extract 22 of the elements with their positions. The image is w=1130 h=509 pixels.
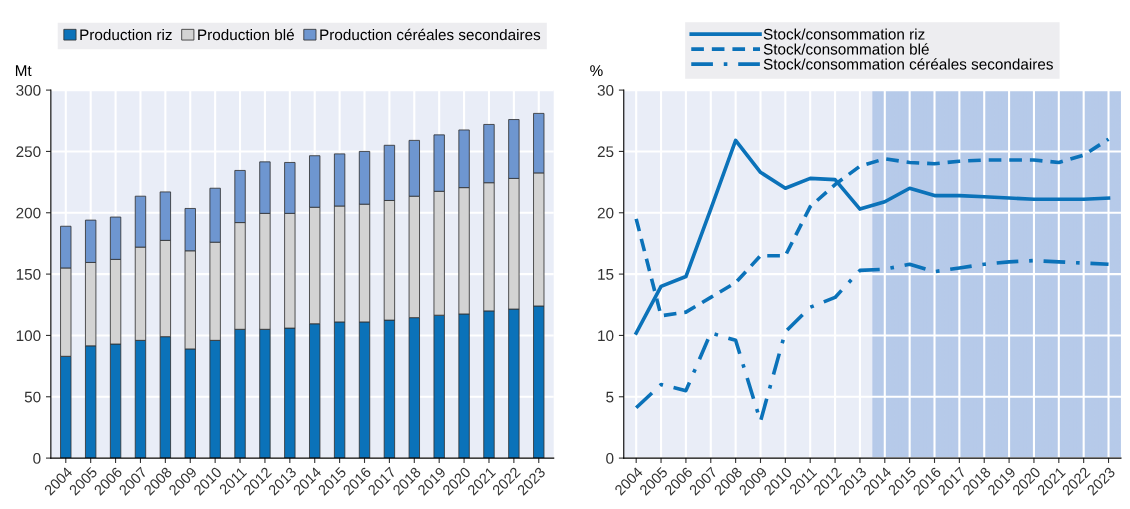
y-axis-title: %: [590, 65, 603, 76]
y-tick-label: 100: [16, 330, 41, 342]
legend-label: Stock/consommation blé: [763, 43, 929, 55]
y-tick-label: 5: [606, 391, 614, 403]
y-tick-label: 250: [16, 146, 41, 158]
y-tick-label: 200: [16, 207, 41, 219]
y-axis-title: Mt: [15, 65, 32, 76]
y-tick-label: 50: [24, 391, 41, 403]
y-tick-label: 25: [597, 146, 614, 158]
y-tick-label: 0: [33, 452, 41, 464]
legend-label: Production riz: [80, 28, 172, 41]
legend-label: Stock/consommation riz: [763, 28, 925, 40]
y-tick-label: 300: [16, 84, 41, 96]
legend-label: Stock/consommation céréales secondaires: [763, 58, 1053, 70]
y-tick-label: 0: [606, 452, 614, 464]
y-tick-label: 20: [597, 207, 614, 219]
legend-label: Production céréales secondaires: [320, 28, 541, 41]
y-tick-label: 150: [16, 268, 41, 280]
y-tick-label: 30: [597, 84, 614, 96]
legend-label: Production blé: [198, 28, 294, 41]
y-tick-label: 15: [598, 269, 614, 280]
y-tick-label: 10: [598, 330, 614, 342]
